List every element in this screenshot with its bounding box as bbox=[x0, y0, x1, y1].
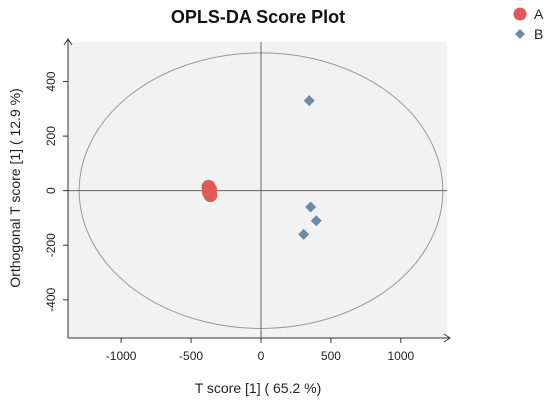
y-tick-label: -400 bbox=[44, 287, 58, 311]
data-point-b bbox=[305, 201, 317, 213]
plot-area bbox=[68, 42, 447, 338]
data-point-a bbox=[203, 188, 218, 203]
y-axis-title: Orthogonal T score [1] ( 12.9 %) bbox=[7, 88, 23, 287]
y-axis-arrow bbox=[63, 38, 73, 46]
chart-title: OPLS-DA Score Plot bbox=[171, 7, 345, 27]
y-tick-label: 0 bbox=[44, 187, 58, 194]
data-point-b bbox=[310, 215, 322, 227]
legend-marker-b bbox=[515, 29, 525, 39]
x-tick-label: 1000 bbox=[387, 349, 414, 363]
legend: AB bbox=[513, 6, 544, 42]
x-axis-arrow bbox=[443, 333, 451, 343]
data-point-b bbox=[303, 95, 315, 107]
y-tick-label: 200 bbox=[44, 126, 58, 146]
y-tick-label: -200 bbox=[44, 233, 58, 257]
y-tick-label: 400 bbox=[44, 71, 58, 91]
legend-label-b: B bbox=[534, 26, 543, 42]
legend-label-a: A bbox=[534, 6, 544, 22]
data-point-b bbox=[298, 228, 310, 240]
x-tick-label: -500 bbox=[179, 349, 203, 363]
x-tick-label: 0 bbox=[258, 349, 265, 363]
legend-marker-a bbox=[513, 7, 527, 21]
x-tick-label: -1000 bbox=[106, 349, 137, 363]
x-tick-label: 500 bbox=[321, 349, 341, 363]
x-axis-title: T score [1] ( 65.2 %) bbox=[195, 380, 322, 396]
